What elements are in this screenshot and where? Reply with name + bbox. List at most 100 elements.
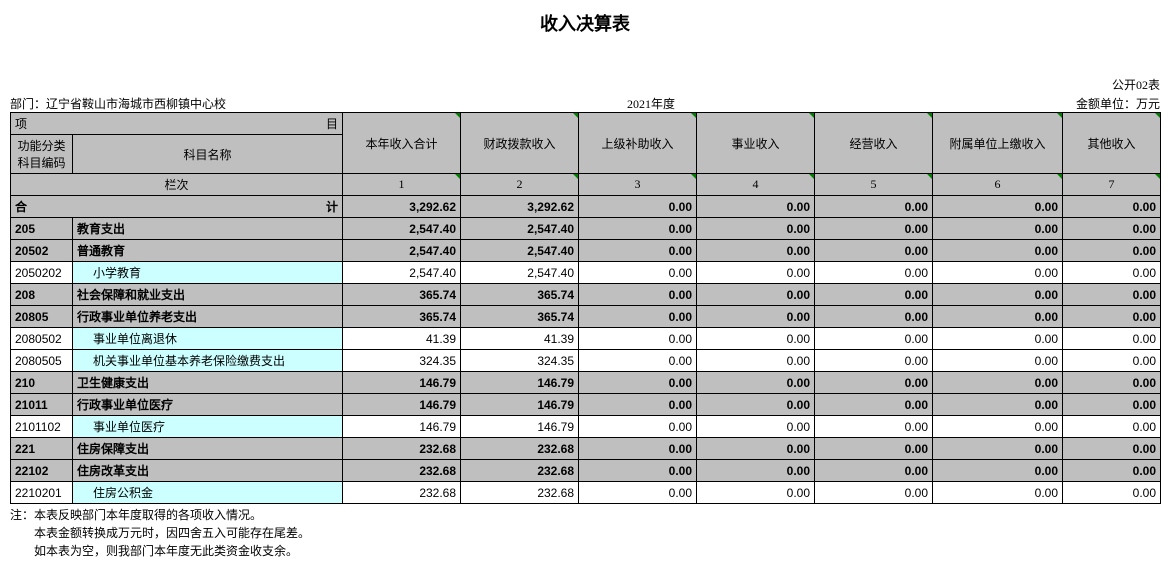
value-cell: 0.00 [697, 350, 815, 372]
value-cell: 0.00 [933, 328, 1063, 350]
code-cell: 20502 [11, 240, 73, 262]
value-cell: 0.00 [579, 372, 697, 394]
code-cell: 21011 [11, 394, 73, 416]
value-cell: 0.00 [933, 438, 1063, 460]
value-cell: 0.00 [1063, 284, 1161, 306]
total-value: 0.00 [815, 196, 933, 218]
value-cell: 0.00 [933, 350, 1063, 372]
value-cell: 0.00 [815, 218, 933, 240]
value-cell: 0.00 [815, 438, 933, 460]
value-cell: 0.00 [1063, 438, 1161, 460]
value-cell: 0.00 [697, 306, 815, 328]
code-cell: 22102 [11, 460, 73, 482]
report-title: 收入决算表 [10, 10, 1160, 36]
value-cell: 0.00 [815, 240, 933, 262]
value-cell: 0.00 [933, 240, 1063, 262]
value-cell: 41.39 [343, 328, 461, 350]
col-num: 7 [1063, 174, 1161, 196]
col-num: 5 [815, 174, 933, 196]
col-header: 事业收入 [697, 113, 815, 174]
value-cell: 0.00 [579, 306, 697, 328]
value-cell: 365.74 [461, 284, 579, 306]
value-cell: 0.00 [697, 460, 815, 482]
value-cell: 0.00 [1063, 240, 1161, 262]
code-cell: 2080502 [11, 328, 73, 350]
value-cell: 0.00 [815, 262, 933, 284]
value-cell: 0.00 [697, 262, 815, 284]
note-line: 如本表为空，则我部门本年度无此类资金收支余。 [10, 542, 1160, 560]
note-line: 注：本表反映部门本年度取得的各项收入情况。 [10, 506, 1160, 524]
total-value: 0.00 [697, 196, 815, 218]
col-header: 其他收入 [1063, 113, 1161, 174]
name-cell: 卫生健康支出 [73, 372, 343, 394]
value-cell: 41.39 [461, 328, 579, 350]
value-cell: 0.00 [697, 372, 815, 394]
name-header: 科目名称 [73, 135, 343, 174]
col-num: 1 [343, 174, 461, 196]
name-cell: 社会保障和就业支出 [73, 284, 343, 306]
code-cell: 2101102 [11, 416, 73, 438]
total-value: 0.00 [1063, 196, 1161, 218]
value-cell: 0.00 [815, 482, 933, 504]
name-cell: 住房公积金 [73, 482, 343, 504]
col-num: 2 [461, 174, 579, 196]
value-cell: 232.68 [461, 438, 579, 460]
value-cell: 0.00 [1063, 416, 1161, 438]
value-cell: 0.00 [579, 394, 697, 416]
value-cell: 0.00 [697, 438, 815, 460]
value-cell: 0.00 [1063, 372, 1161, 394]
value-cell: 0.00 [933, 482, 1063, 504]
value-cell: 0.00 [933, 394, 1063, 416]
total-label: 合计 [11, 196, 343, 218]
value-cell: 2,547.40 [343, 218, 461, 240]
value-cell: 146.79 [461, 372, 579, 394]
value-cell: 146.79 [461, 416, 579, 438]
col-header: 经营收入 [815, 113, 933, 174]
code-cell: 205 [11, 218, 73, 240]
value-cell: 0.00 [697, 284, 815, 306]
value-cell: 0.00 [579, 416, 697, 438]
name-cell: 普通教育 [73, 240, 343, 262]
value-cell: 0.00 [815, 372, 933, 394]
value-cell: 0.00 [579, 284, 697, 306]
value-cell: 232.68 [343, 482, 461, 504]
value-cell: 324.35 [343, 350, 461, 372]
value-cell: 0.00 [697, 482, 815, 504]
code-header: 功能分类科目编码 [11, 135, 73, 174]
value-cell: 0.00 [579, 218, 697, 240]
lanci-label: 栏次 [11, 174, 343, 196]
value-cell: 0.00 [697, 328, 815, 350]
value-cell: 0.00 [815, 284, 933, 306]
col-num: 6 [933, 174, 1063, 196]
col-num: 3 [579, 174, 697, 196]
value-cell: 0.00 [1063, 218, 1161, 240]
code-cell: 2080505 [11, 350, 73, 372]
value-cell: 2,547.40 [461, 240, 579, 262]
value-cell: 0.00 [933, 218, 1063, 240]
value-cell: 146.79 [461, 394, 579, 416]
value-cell: 0.00 [933, 416, 1063, 438]
value-cell: 0.00 [933, 372, 1063, 394]
value-cell: 232.68 [461, 482, 579, 504]
note-line: 本表金额转换成万元时，因四舍五入可能存在尾差。 [10, 524, 1160, 542]
value-cell: 0.00 [933, 284, 1063, 306]
col-header: 财政拨款收入 [461, 113, 579, 174]
name-cell: 事业单位医疗 [73, 416, 343, 438]
value-cell: 0.00 [579, 482, 697, 504]
value-cell: 0.00 [697, 240, 815, 262]
value-cell: 0.00 [579, 328, 697, 350]
code-cell: 221 [11, 438, 73, 460]
value-cell: 365.74 [343, 284, 461, 306]
unit: 金额单位：万元 [1076, 95, 1160, 112]
value-cell: 0.00 [1063, 482, 1161, 504]
value-cell: 0.00 [579, 438, 697, 460]
value-cell: 0.00 [815, 460, 933, 482]
value-cell: 0.00 [933, 306, 1063, 328]
name-cell: 机关事业单位基本养老保险缴费支出 [73, 350, 343, 372]
col-num: 4 [697, 174, 815, 196]
value-cell: 0.00 [815, 306, 933, 328]
xiangmu-header: 项目 [11, 113, 343, 135]
value-cell: 0.00 [933, 460, 1063, 482]
value-cell: 0.00 [579, 350, 697, 372]
income-table: 项目本年收入合计财政拨款收入上级补助收入事业收入经营收入附属单位上缴收入其他收入… [10, 112, 1161, 504]
